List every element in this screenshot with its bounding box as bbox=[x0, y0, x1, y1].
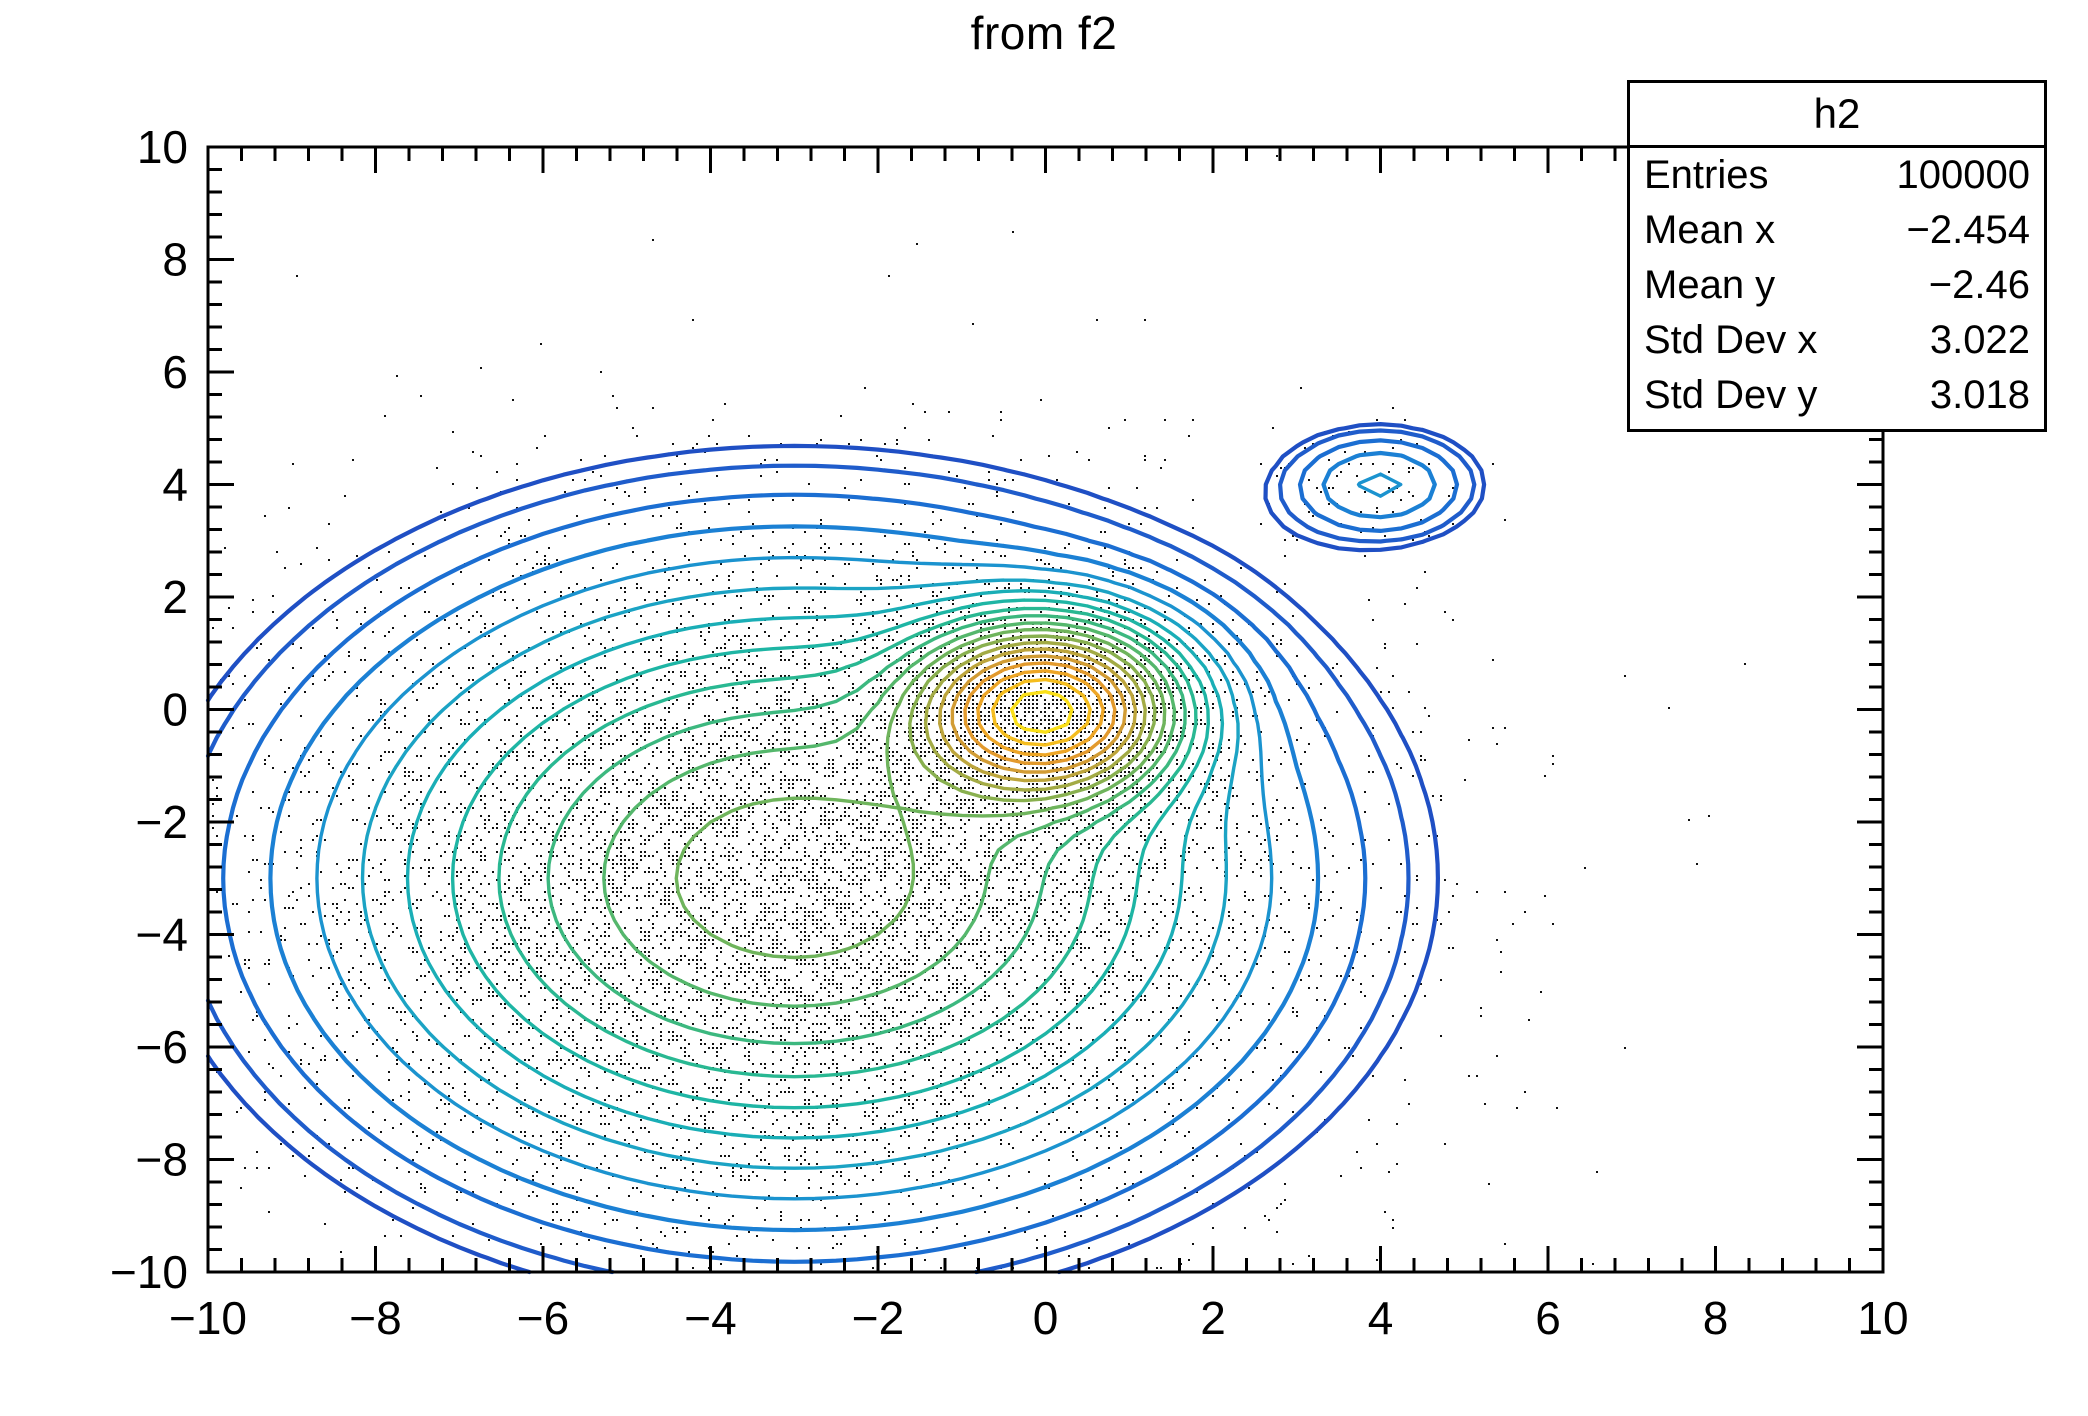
stats-row-label: Entries bbox=[1644, 153, 1769, 197]
stats-row-value: −2.454 bbox=[1906, 208, 2030, 252]
stats-histogram-name: h2 bbox=[1630, 83, 2044, 148]
stats-rows: Entries 100000 Mean x −2.454 Mean y −2.46 Std … bbox=[1630, 148, 2044, 423]
stats-row: Mean x −2.454 bbox=[1630, 203, 2044, 258]
y-tick-label: 10 bbox=[137, 121, 188, 173]
statistics-box[interactable]: h2 Entries 100000 Mean x −2.454 Mean y −2.46 S… bbox=[1627, 80, 2047, 432]
y-tick-label: 8 bbox=[162, 234, 188, 286]
stats-row-value: 3.022 bbox=[1929, 318, 2030, 362]
contour-level-17 bbox=[976, 669, 1105, 757]
y-tick-label: −2 bbox=[136, 796, 188, 848]
stats-row-value: 3.018 bbox=[1929, 373, 2030, 417]
x-tick-label: 6 bbox=[1535, 1292, 1561, 1344]
y-tick-label: −4 bbox=[136, 909, 188, 961]
contour-level-9 bbox=[546, 614, 1187, 1046]
contour-level-13 bbox=[923, 640, 1147, 792]
contour-level-8 bbox=[497, 606, 1198, 1079]
contour-level-12 bbox=[908, 634, 1157, 803]
stats-row: Entries 100000 bbox=[1630, 148, 2044, 203]
y-tick-label: 2 bbox=[162, 571, 188, 623]
contour-lines-layer bbox=[205, 422, 1487, 1275]
y-tick-label: 0 bbox=[162, 684, 188, 736]
contour-level-3 bbox=[268, 450, 1437, 1233]
stats-row-label: Std Dev y bbox=[1644, 373, 1818, 417]
plot-frame-layer: −10 −8 −6 −4 −2 0 2 4 6 8 10 −10 −8 −6 −4 −2 0 2 4 6 8 10 bbox=[110, 121, 1909, 1344]
contour-level-18 bbox=[991, 677, 1092, 747]
contour-level-0 bbox=[205, 422, 1487, 1275]
stats-row: Std Dev x 3.022 bbox=[1630, 313, 2044, 368]
contour-level-10 bbox=[602, 621, 1177, 1008]
stats-row: Std Dev y 3.018 bbox=[1630, 368, 2044, 423]
contour-level-5 bbox=[360, 578, 1240, 1170]
contour-level-16 bbox=[963, 661, 1117, 766]
stats-row-label: Mean x bbox=[1644, 208, 1776, 252]
contour-level-14 bbox=[938, 647, 1138, 783]
x-tick-label: −10 bbox=[169, 1292, 247, 1344]
x-tick-label: 0 bbox=[1033, 1292, 1059, 1344]
stats-row-label: Std Dev x bbox=[1644, 318, 1818, 362]
stats-row-label: Mean y bbox=[1644, 263, 1776, 307]
x-tick-label: −4 bbox=[684, 1292, 736, 1344]
page-title: from f2 bbox=[970, 7, 1118, 59]
stats-row-value: 100000 bbox=[1896, 153, 2030, 197]
contour-level-19 bbox=[1010, 690, 1074, 734]
x-tick-label: −8 bbox=[349, 1292, 401, 1344]
y-tick-label: −6 bbox=[136, 1021, 188, 1073]
contour-level-6 bbox=[405, 589, 1225, 1140]
x-tick-label: −6 bbox=[517, 1292, 569, 1344]
y-tick-label: 6 bbox=[162, 346, 188, 398]
y-tick-label: −10 bbox=[110, 1246, 188, 1298]
contour-level-15 bbox=[950, 654, 1127, 774]
y-tick-label: −8 bbox=[136, 1134, 188, 1186]
stats-row: Mean y −2.46 bbox=[1630, 258, 2044, 313]
stats-row-value: −2.46 bbox=[1928, 263, 2030, 307]
y-tick-label: 4 bbox=[162, 459, 188, 511]
x-tick-label: 2 bbox=[1200, 1292, 1226, 1344]
contour-level-11 bbox=[674, 627, 1167, 960]
contour-level-7 bbox=[450, 598, 1210, 1110]
x-tick-label: 10 bbox=[1857, 1292, 1908, 1344]
x-tick-label: 4 bbox=[1368, 1292, 1394, 1344]
contour-level-4 bbox=[315, 472, 1403, 1201]
x-tick-label: −2 bbox=[852, 1292, 904, 1344]
contour-level-2 bbox=[221, 438, 1460, 1264]
x-tick-label: 8 bbox=[1703, 1292, 1729, 1344]
